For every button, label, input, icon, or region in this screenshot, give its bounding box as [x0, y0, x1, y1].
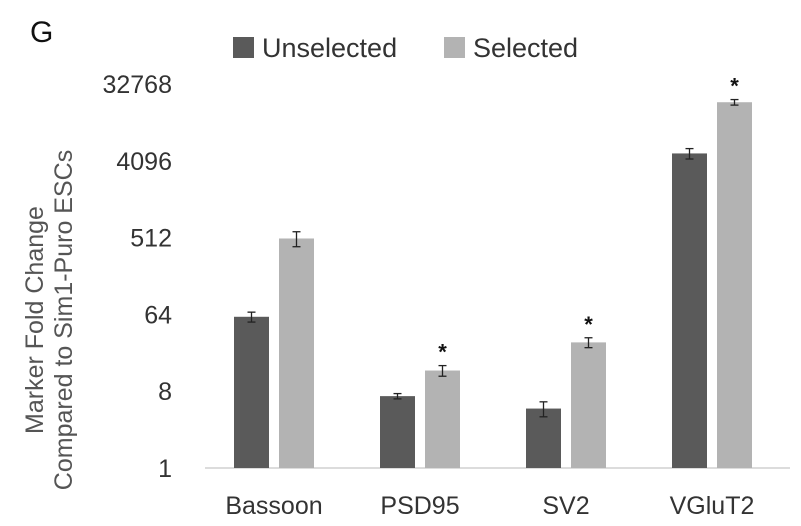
- y-tick-label: 512: [130, 225, 172, 253]
- x-tick-label: PSD95: [380, 492, 459, 520]
- x-tick-label: SV2: [542, 492, 589, 520]
- y-axis-title-line2: Compared to Sim1-Puro ESCs: [50, 150, 78, 490]
- y-tick-label: 8: [158, 378, 172, 406]
- bar-unselected-vglut2: [672, 153, 707, 468]
- y-axis-title-line1: Marker Fold Change: [21, 206, 49, 434]
- bar-unselected-sv2: [526, 408, 561, 468]
- panel-label: G: [30, 16, 53, 49]
- y-tick-label: 4096: [116, 148, 172, 176]
- bar-selected-psd95: [425, 370, 460, 468]
- error-bars: [247, 98, 739, 418]
- x-axis-labels: Bassoon PSD95 SV2 VGluT2: [225, 492, 754, 520]
- x-tick-label: Bassoon: [225, 492, 322, 520]
- legend: Unselected Selected: [233, 33, 578, 63]
- bar-unselected-psd95: [380, 396, 415, 468]
- legend-label-selected: Selected: [473, 33, 578, 63]
- y-axis-title: Marker Fold Change Compared to Sim1-Puro…: [21, 150, 78, 490]
- significance-markers: * * *: [438, 74, 739, 365]
- x-tick-label: VGluT2: [670, 492, 755, 520]
- y-tick-label: 32768: [102, 71, 172, 99]
- legend-swatch-selected: [444, 37, 465, 58]
- legend-label-unselected: Unselected: [262, 33, 397, 63]
- bar-selected-vglut2: [717, 102, 752, 469]
- significance-star: *: [730, 74, 739, 99]
- y-tick-label: 64: [144, 301, 172, 329]
- significance-star: *: [584, 312, 593, 337]
- bar-selected-bassoon: [279, 238, 314, 468]
- significance-star: *: [438, 340, 447, 365]
- bar-selected-sv2: [571, 342, 606, 468]
- bars: [234, 102, 752, 469]
- bar-unselected-bassoon: [234, 316, 269, 468]
- y-tick-label: 1: [158, 455, 172, 483]
- y-axis-ticks: 1 8 64 512 4096 32768: [102, 71, 172, 483]
- legend-swatch-unselected: [233, 37, 254, 58]
